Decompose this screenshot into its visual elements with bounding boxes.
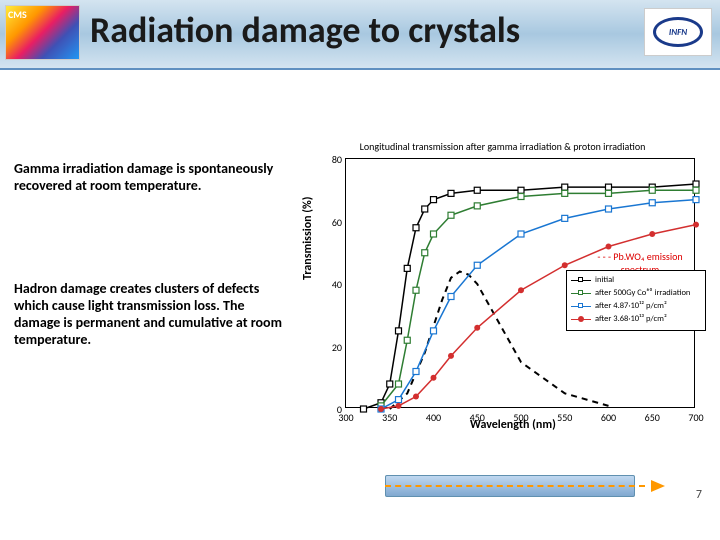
chart-ylabel: Transmission (%) xyxy=(301,196,315,280)
xtick: 700 xyxy=(688,411,703,424)
slide-title: Radiation damage to crystals xyxy=(90,8,520,52)
page-number: 7 xyxy=(696,488,702,502)
paragraph-hadron: Hadron damage creates clusters of defect… xyxy=(14,280,284,348)
slide-header: CMS Radiation damage to crystals INFN xyxy=(0,0,720,70)
arrow-head-icon xyxy=(651,480,665,492)
ytick: 0 xyxy=(324,403,342,416)
ytick: 20 xyxy=(324,341,342,354)
xtick: 400 xyxy=(426,411,441,424)
paragraph-gamma: Gamma irradiation damage is spontaneousl… xyxy=(14,160,284,194)
arrow-line xyxy=(385,485,645,487)
legend-text: after 500Gy Co⁶⁰ irradiation xyxy=(595,288,690,300)
legend-text: after 4.87·10¹² p/cm² xyxy=(595,301,667,313)
legend-row: after 500Gy Co⁶⁰ irradiation xyxy=(571,288,701,300)
slide-body: Gamma irradiation damage is spontaneousl… xyxy=(0,70,720,510)
ytick: 80 xyxy=(324,153,342,166)
cms-logo: CMS xyxy=(5,5,80,60)
legend-text: after 3.68·10¹³ p/cm² xyxy=(595,314,667,326)
chart-title: Longitudinal transmission after gamma ir… xyxy=(295,140,710,153)
xtick: 600 xyxy=(601,411,616,424)
legend-row: after 3.68·10¹³ p/cm² xyxy=(571,314,701,326)
xtick: 550 xyxy=(557,411,572,424)
chart-legend: initialafter 500Gy Co⁶⁰ irradiationafter… xyxy=(566,270,706,331)
legend-text: initial xyxy=(595,275,614,287)
xtick: 500 xyxy=(513,411,528,424)
legend-row: after 4.87·10¹² p/cm² xyxy=(571,301,701,313)
xtick: 450 xyxy=(470,411,485,424)
ytick: 60 xyxy=(324,216,342,229)
bottom-arrow xyxy=(385,485,665,487)
legend-marker xyxy=(571,289,591,299)
infn-logo-text: INFN xyxy=(653,17,703,47)
xtick: 350 xyxy=(382,411,397,424)
cms-logo-text: CMS xyxy=(6,6,79,59)
transmission-chart: Longitudinal transmission after gamma ir… xyxy=(295,140,710,460)
legend-marker xyxy=(571,315,591,325)
legend-marker xyxy=(571,302,591,312)
ytick: 40 xyxy=(324,278,342,291)
legend-row: initial xyxy=(571,275,701,287)
xtick: 650 xyxy=(645,411,660,424)
legend-marker xyxy=(571,276,591,286)
infn-logo: INFN xyxy=(644,8,712,56)
